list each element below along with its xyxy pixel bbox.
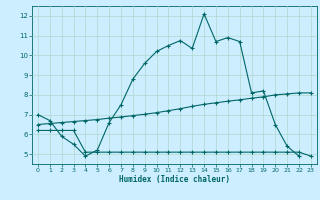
X-axis label: Humidex (Indice chaleur): Humidex (Indice chaleur) (119, 175, 230, 184)
